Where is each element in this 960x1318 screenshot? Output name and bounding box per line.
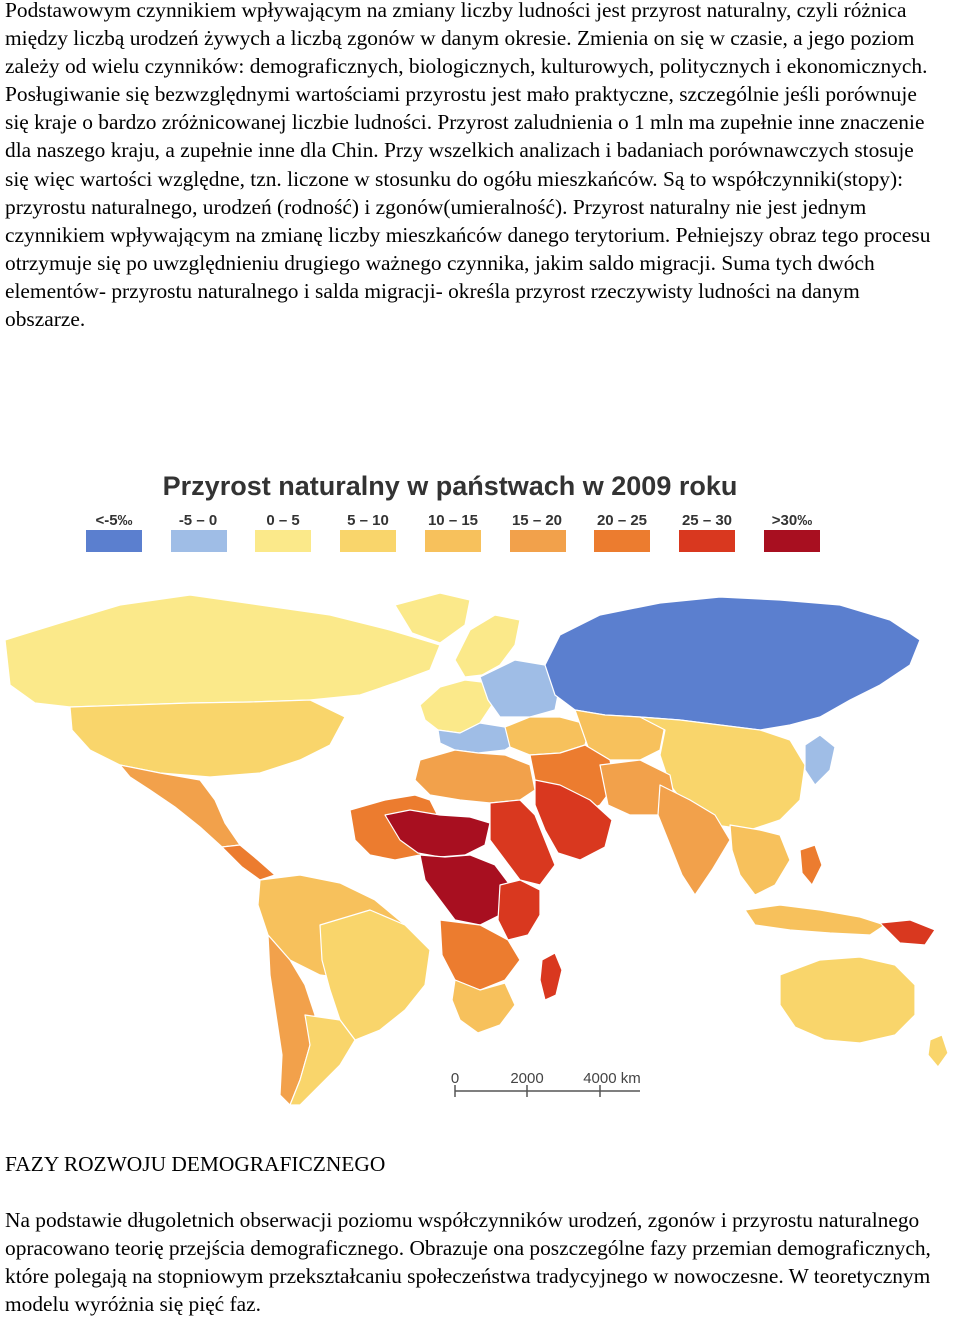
legend-swatch <box>86 530 142 552</box>
east-africa-region <box>497 879 541 941</box>
brazil-region <box>319 909 431 1041</box>
legend-label: -5 – 0 <box>179 512 217 529</box>
legend-swatch <box>255 530 311 552</box>
scandinavia-region <box>454 614 521 678</box>
scale-label: 4000 km <box>583 1070 641 1087</box>
russia-region <box>544 596 921 731</box>
western-europe-region <box>419 679 493 734</box>
legend-label: 20 – 25 <box>597 512 647 529</box>
map-legend: <-5‰ -5 – 0 0 – 5 5 – 10 10 – 15 15 – 20… <box>86 512 820 552</box>
legend-swatch <box>425 530 481 552</box>
population-growth-map-figure: Przyrost naturalny w państwach w 2009 ro… <box>4 471 949 1106</box>
legend-label: 5 – 10 <box>347 512 389 529</box>
southern-cone-region <box>289 1014 356 1106</box>
scale-label: 2000 <box>510 1070 543 1087</box>
north-africa-region <box>414 749 536 804</box>
outro-paragraph: Na podstawie długoletnich obserwacji poz… <box>5 1208 931 1317</box>
eastern-europe-region <box>479 659 561 718</box>
legend-label: 15 – 20 <box>512 512 562 529</box>
canada-region <box>4 594 441 708</box>
legend-swatch <box>171 530 227 552</box>
india-region <box>657 784 731 896</box>
legend-swatch <box>510 530 566 552</box>
japan-korea-region <box>804 734 836 786</box>
sahel-central-region <box>384 809 491 858</box>
southern-africa-region <box>451 979 516 1034</box>
legend-swatch <box>340 530 396 552</box>
greenland-region <box>394 592 471 644</box>
china-mongolia-region <box>639 716 806 831</box>
legend-label: <-5‰ <box>95 512 132 529</box>
central-africa-region <box>419 854 511 926</box>
mexico-region <box>119 764 241 848</box>
section-heading: FAZY ROZWOJU DEMOGRAFICZNEGO <box>5 1152 386 1176</box>
madagascar-region <box>539 952 563 1001</box>
horn-of-africa-region <box>489 799 556 886</box>
map-scale-bar: 0 2000 4000 km <box>451 1070 641 1097</box>
legend-label: 10 – 15 <box>428 512 478 529</box>
legend-swatch <box>594 530 650 552</box>
usa-region <box>69 699 346 778</box>
papua-region <box>879 919 936 946</box>
australia-region <box>779 956 916 1044</box>
arabian-peninsula-region <box>534 779 613 861</box>
philippines-region <box>799 844 823 886</box>
legend-swatch <box>679 530 735 552</box>
southern-africa-north-region <box>439 919 521 991</box>
intro-paragraph: Podstawowym czynnikiem wpływającym na zm… <box>5 0 931 332</box>
legend-swatch <box>764 530 820 552</box>
southeast-asia-region <box>729 824 791 896</box>
world-map <box>4 592 949 1106</box>
scale-label: 0 <box>451 1070 459 1087</box>
new-zealand-region <box>927 1034 949 1068</box>
central-america-region <box>221 844 276 881</box>
legend-label: 25 – 30 <box>682 512 732 529</box>
legend-label: 0 – 5 <box>266 512 299 529</box>
map-title: Przyrost naturalny w państwach w 2009 ro… <box>163 471 738 501</box>
legend-label: >30‰ <box>772 512 812 529</box>
indonesia-region <box>744 904 886 936</box>
